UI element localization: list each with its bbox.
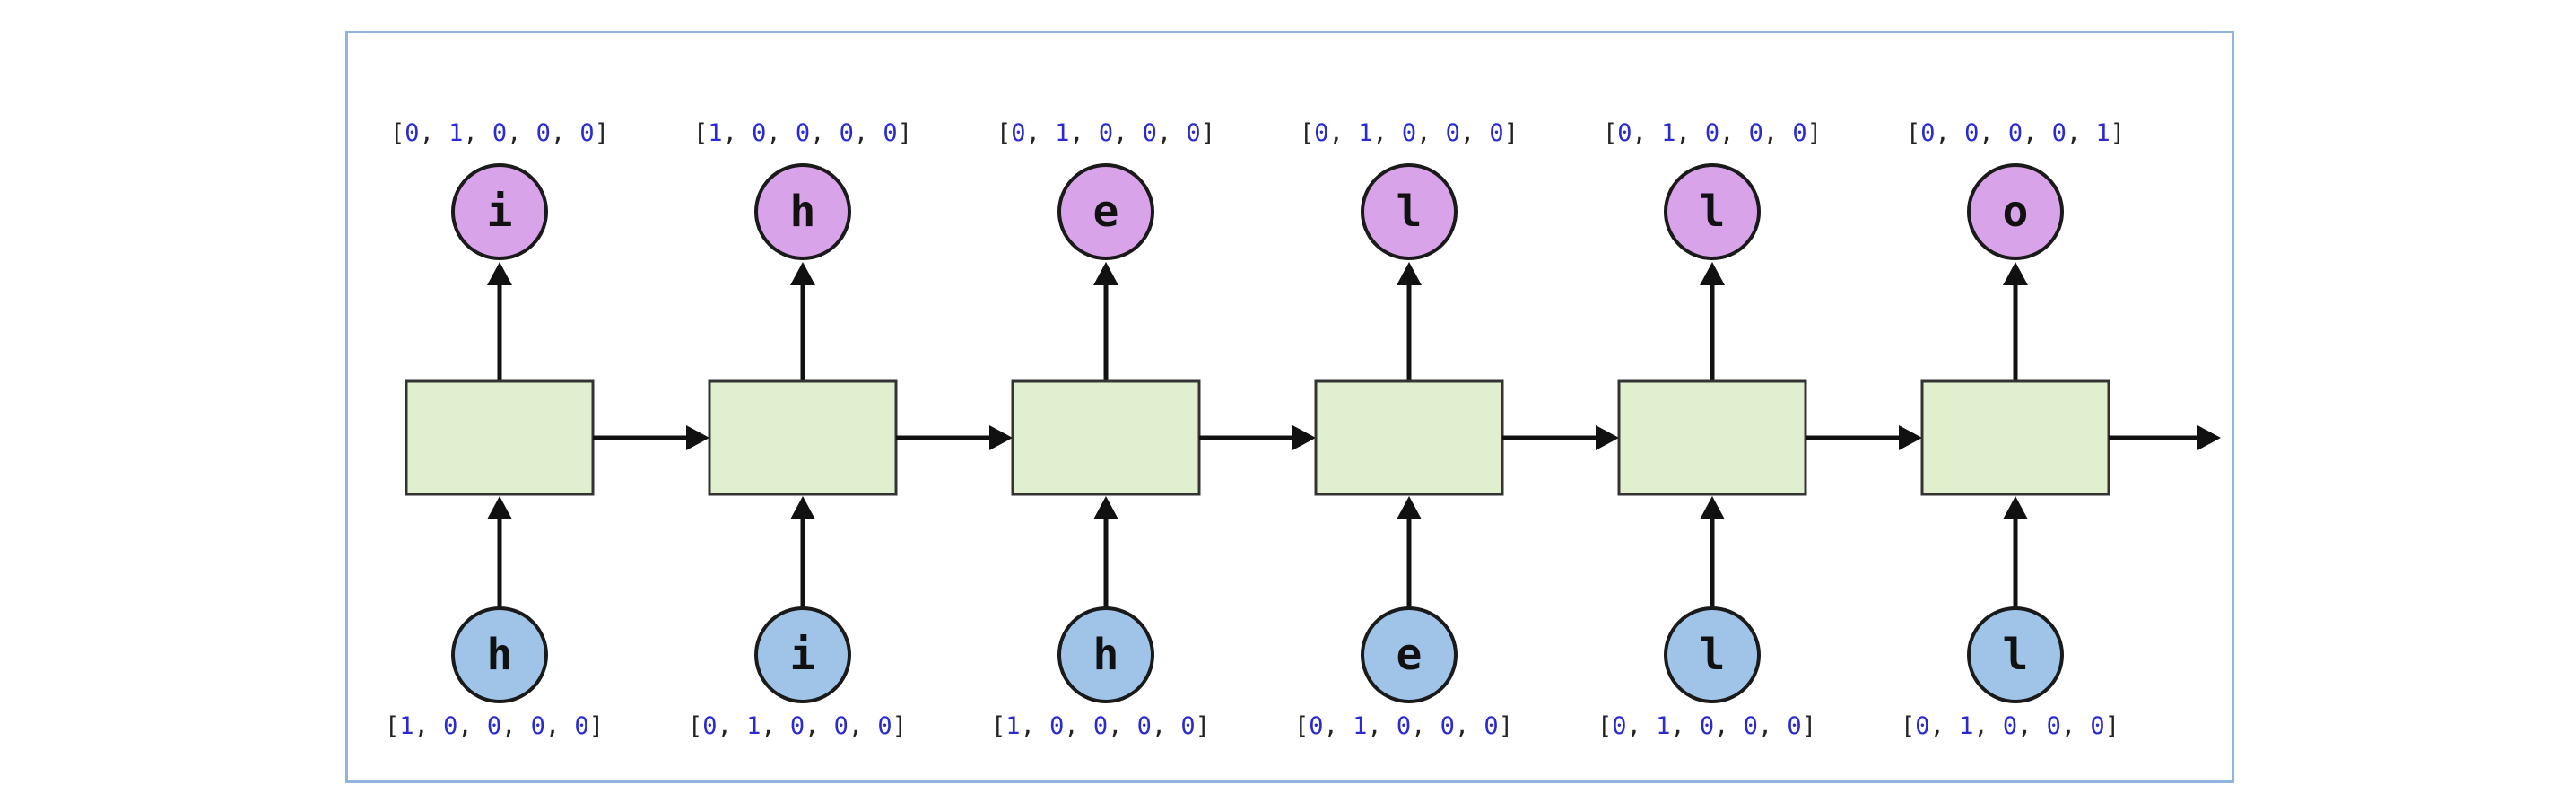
input-vector-1: [1, 0, 0, 0, 0] [385,712,604,740]
hidden-state-arrow-2 [896,425,1013,450]
output-node-6-label: o [2003,187,2029,237]
output-vector-5: [0, 1, 0, 0, 0] [1603,119,1822,147]
rnn-cell-2 [708,379,898,496]
rnn-cell-1 [405,379,595,496]
hidden-state-arrow-6 [2109,425,2221,450]
output-node-4-label: l [1397,187,1423,237]
input-node-4-label: e [1397,630,1423,680]
input-node-2-label: i [790,630,816,680]
output-arrow-3 [1093,262,1118,381]
output-node-5: l [1664,163,1761,260]
input-vector-3: [1, 0, 0, 0, 0] [991,712,1210,740]
output-node-6: o [1967,163,2064,260]
output-arrow-4 [1397,262,1422,381]
hidden-state-arrow-5 [1806,425,1922,450]
input-node-6-label: l [2003,630,2029,680]
input-node-5: l [1664,606,1761,703]
input-arrow-6 [2003,496,2028,608]
output-node-4: l [1361,163,1458,260]
output-node-1: i [451,163,548,260]
input-node-2: i [754,606,851,703]
input-arrow-4 [1397,496,1422,608]
output-arrow-6 [2003,262,2028,381]
rnn-cell-6 [1920,379,2110,496]
hidden-state-arrow-1 [593,425,709,450]
hidden-state-arrow-4 [1502,425,1619,450]
input-arrow-3 [1093,496,1118,608]
diagram-frame [345,31,2234,783]
output-node-3: e [1057,163,1154,260]
input-node-3: h [1057,606,1154,703]
output-node-2-label: h [790,187,816,237]
output-arrow-2 [790,262,815,381]
output-vector-4: [0, 1, 0, 0, 0] [1300,119,1519,147]
rnn-cell-5 [1617,379,1807,496]
rnn-cell-4 [1314,379,1504,496]
input-vector-6: [0, 1, 0, 0, 0] [1901,712,2119,740]
output-vector-6: [0, 0, 0, 0, 1] [1906,119,2125,147]
output-vector-2: [1, 0, 0, 0, 0] [693,119,912,147]
input-arrow-2 [790,496,815,608]
input-arrow-1 [487,496,512,608]
input-node-3-label: h [1093,630,1119,680]
hidden-state-arrow-3 [1199,425,1316,450]
input-vector-4: [0, 1, 0, 0, 0] [1294,712,1513,740]
input-node-4: e [1361,606,1458,703]
rnn-cell-3 [1011,379,1201,496]
output-arrow-5 [1700,262,1725,381]
input-vector-5: [0, 1, 0, 0, 0] [1597,712,1816,740]
output-node-5-label: l [1700,187,1726,237]
output-vector-3: [0, 1, 0, 0, 0] [996,119,1215,147]
input-node-1: h [451,606,548,703]
output-node-1-label: i [487,187,513,237]
output-vector-1: [0, 1, 0, 0, 0] [390,119,609,147]
input-vector-2: [0, 1, 0, 0, 0] [688,712,907,740]
output-arrow-1 [487,262,512,381]
input-node-1-label: h [487,630,513,680]
input-arrow-5 [1700,496,1725,608]
input-node-6: l [1967,606,2064,703]
input-node-5-label: l [1700,630,1726,680]
output-node-2: h [754,163,851,260]
output-node-3-label: e [1093,187,1119,237]
